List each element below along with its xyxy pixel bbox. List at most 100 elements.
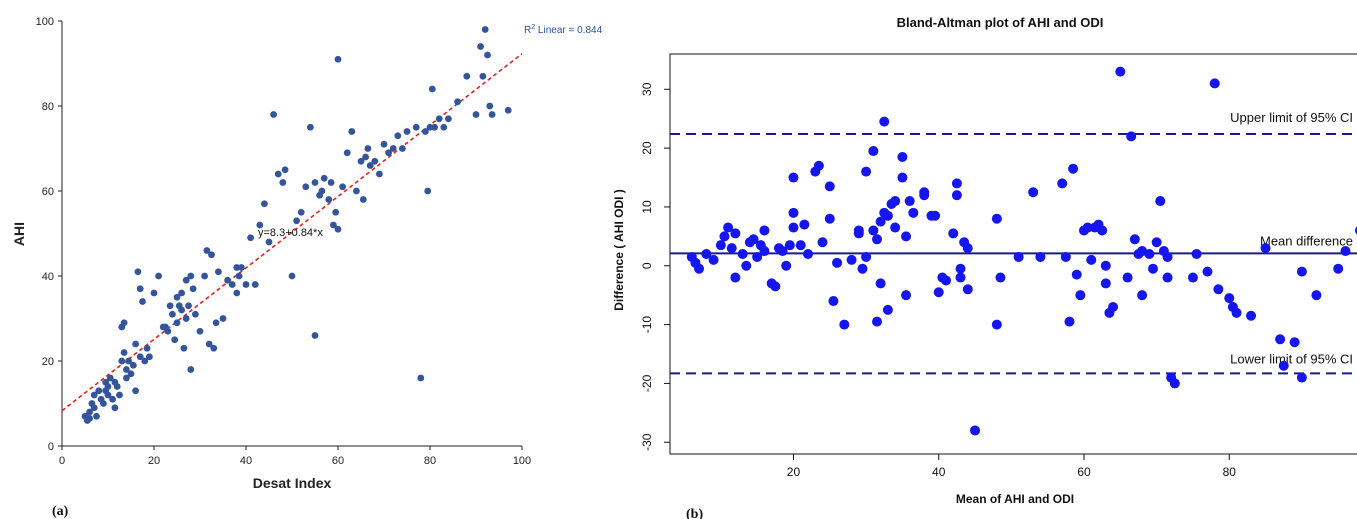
panel-a-data-point bbox=[208, 251, 215, 259]
panel-a-data-point bbox=[86, 408, 93, 416]
panel-b-data-point bbox=[1187, 272, 1198, 283]
panel-a-data-point bbox=[155, 272, 163, 280]
panel-a-data-point bbox=[307, 123, 314, 131]
panel-a-data-point bbox=[109, 395, 116, 403]
panel-a-data-point bbox=[150, 289, 158, 297]
panel-a-data-point bbox=[86, 414, 93, 422]
panel-b-y-tick-label: 20 bbox=[640, 141, 654, 155]
panel-a-data-point bbox=[247, 234, 255, 242]
panel-a-y-tick-label: 0 bbox=[48, 441, 54, 453]
panel-a-data-point bbox=[120, 349, 128, 356]
panel-b-data-point bbox=[879, 116, 890, 127]
panel-a-data-point bbox=[274, 170, 282, 178]
panel-a-data-point bbox=[196, 327, 204, 335]
panel-b-data-point bbox=[872, 234, 882, 245]
panel-a-data-point bbox=[171, 336, 179, 344]
panel-a-data-point bbox=[173, 319, 181, 327]
panel-b-data-point bbox=[1064, 316, 1075, 327]
panel-a-data-point bbox=[412, 123, 420, 131]
panel-a-x-tick-label: 80 bbox=[424, 455, 436, 467]
panel-b-data-point bbox=[1202, 266, 1213, 277]
panel-b-data-point bbox=[962, 284, 973, 295]
panel-a-data-point bbox=[120, 319, 128, 327]
panel-a-data-point bbox=[417, 374, 425, 382]
panel-b-data-point bbox=[1340, 246, 1351, 257]
panel-b-data-point bbox=[828, 296, 839, 307]
panel-b-data-point bbox=[817, 237, 828, 248]
panel-a-equation-label: y=8.3+0.84*x bbox=[258, 227, 323, 239]
panel-b-data-point bbox=[1126, 131, 1137, 142]
panel-a-data-point bbox=[504, 106, 512, 114]
panel-b-x-tick-label: 60 bbox=[1077, 465, 1091, 479]
panel-b-data-point bbox=[882, 304, 893, 315]
panel-a-data-point bbox=[219, 315, 227, 322]
panel-b-data-point bbox=[1100, 260, 1111, 271]
panel-b-data-point bbox=[941, 275, 951, 286]
panel-a-data-point bbox=[371, 157, 379, 165]
panel-a-data-point bbox=[332, 208, 340, 216]
panel-b-data-point bbox=[715, 240, 726, 251]
panel-a-y-tick-label: 20 bbox=[42, 356, 54, 368]
panel-b-data-point bbox=[737, 249, 748, 259]
panel-a-data-point bbox=[440, 123, 448, 131]
panel-b-data-point bbox=[741, 260, 752, 271]
panel-b-reference-label: Upper limit of 95% CI bbox=[1230, 110, 1353, 125]
panel-a-data-point bbox=[318, 187, 326, 195]
panel-b-data-point bbox=[1028, 187, 1039, 198]
panel-a-data-point bbox=[422, 128, 429, 135]
panel-a-data-point bbox=[339, 183, 346, 191]
panel-a-data-point bbox=[106, 374, 114, 382]
panel-a-x-tick-label: 20 bbox=[148, 455, 160, 467]
panel-a-data-point bbox=[164, 327, 172, 335]
panel-b-data-point bbox=[1100, 278, 1111, 289]
panel-b-data-point bbox=[1013, 251, 1024, 262]
panel-a-y-axis-title: AHI bbox=[11, 222, 27, 246]
panel-a-data-point bbox=[293, 217, 300, 225]
panel-b-data-point bbox=[1151, 237, 1162, 248]
panel-a-data-point bbox=[136, 285, 144, 293]
panel-a-data-point bbox=[431, 123, 438, 131]
panel-b-data-point bbox=[1086, 254, 1097, 265]
panel-b-data-point bbox=[1122, 272, 1133, 283]
panel-a-data-point bbox=[376, 170, 383, 178]
panel-b-data-point bbox=[1115, 66, 1126, 77]
panel-b-data-point bbox=[1035, 251, 1046, 262]
panel-a-data-point bbox=[90, 404, 98, 412]
panel-b-data-point bbox=[1296, 266, 1307, 277]
panel-b-data-point bbox=[1082, 222, 1093, 233]
panel-b-data-point bbox=[875, 278, 886, 289]
panel-b-data-point bbox=[701, 249, 712, 259]
panel-a-data-point bbox=[228, 281, 236, 288]
panel-a-data-point bbox=[472, 111, 480, 118]
panel-a-data-point bbox=[261, 200, 268, 208]
panel-a-data-point bbox=[95, 387, 103, 395]
panel-a-x-tick-label: 60 bbox=[332, 455, 344, 467]
panel-b-data-point bbox=[1137, 290, 1148, 301]
panel-b-data-point bbox=[1155, 196, 1166, 207]
panel-a-data-point bbox=[139, 298, 146, 305]
panel-a-label: (a) bbox=[52, 504, 69, 519]
panel-a-data-point bbox=[111, 404, 119, 412]
panel-b-data-point bbox=[1278, 360, 1289, 371]
panel-a-data-point bbox=[348, 128, 356, 135]
panel-a-data-point bbox=[180, 344, 188, 352]
panel-b-data-point bbox=[1231, 307, 1242, 318]
panel-a-data-point bbox=[224, 276, 232, 284]
panel-b-data-point bbox=[1260, 243, 1271, 254]
panel-a-data-point bbox=[435, 115, 443, 123]
panel-b-data-point bbox=[752, 251, 763, 262]
panel-a-fit-line bbox=[61, 53, 523, 412]
panel-a-data-point bbox=[454, 98, 461, 106]
panel-a-data-point bbox=[403, 128, 411, 135]
panel-a-data-point bbox=[100, 400, 107, 407]
panel-b-data-point bbox=[719, 231, 730, 242]
panel-b-data-point bbox=[1060, 251, 1071, 262]
panel-b-data-point bbox=[897, 172, 908, 183]
panel-a-data-point bbox=[479, 72, 487, 80]
panel-b-reference-label: Mean difference bbox=[1260, 233, 1353, 248]
panel-b-data-point bbox=[730, 228, 741, 239]
panel-b-data-point bbox=[781, 260, 792, 271]
panel-b-data-point bbox=[991, 213, 1002, 224]
panel-a-data-point bbox=[445, 115, 452, 123]
